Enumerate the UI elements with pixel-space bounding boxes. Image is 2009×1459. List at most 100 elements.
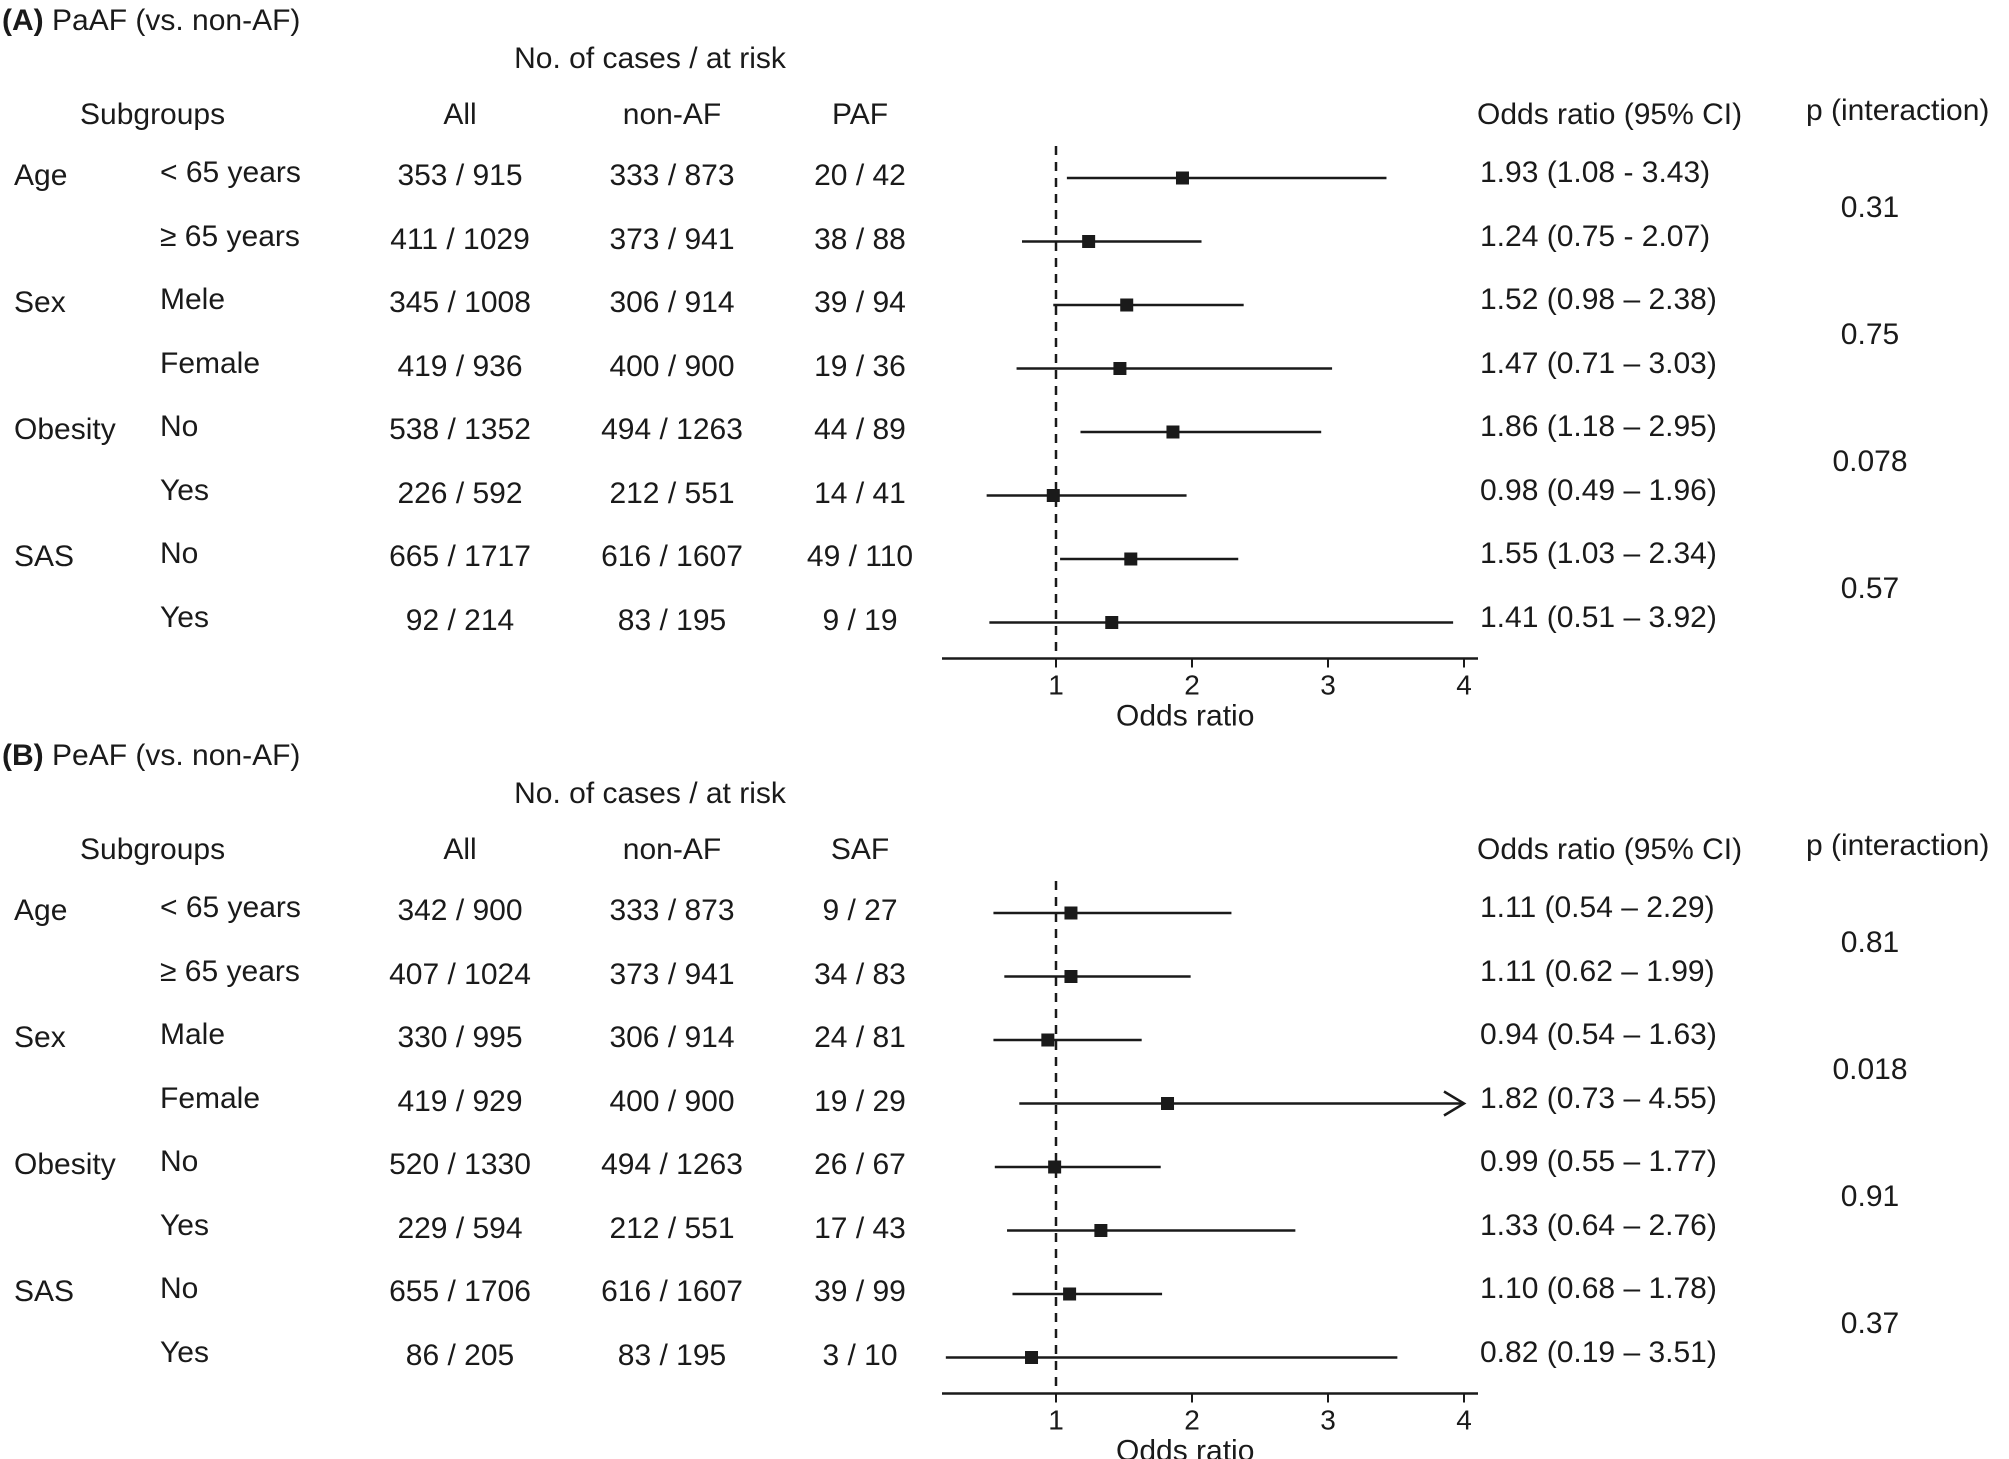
x-axis-label: Odds ratio	[1116, 700, 1254, 733]
cell-all: 330 / 995	[397, 1021, 523, 1054]
cell-all: 345 / 1008	[389, 286, 531, 319]
cell-non-af: 333 / 873	[609, 159, 735, 192]
subgroup-level: No	[160, 1272, 199, 1305]
subgroup-level: No	[160, 537, 199, 570]
cell-non-af: 306 / 914	[609, 1021, 735, 1054]
cell-af: 49 / 110	[806, 540, 914, 573]
p-interaction-value: 0.37	[1840, 1306, 1900, 1340]
subgroup-level: ≥ 65 years	[160, 954, 300, 988]
subgroup-name: Obesity	[14, 1148, 116, 1181]
subgroup-level: ≥ 65 years	[160, 219, 300, 253]
x-tick-label: 2	[1184, 1405, 1200, 1436]
cell-odds-ratio: 1.11 (0.62 – 1.99)	[1480, 954, 1715, 988]
panel-label: (A)	[2, 4, 44, 37]
col-header-p-interaction: p (interaction)	[1806, 94, 1990, 127]
subgroup-level: No	[160, 410, 199, 443]
col-header-non-af: non-AF	[622, 98, 722, 131]
x-tick-label: 3	[1320, 1405, 1336, 1436]
cell-af: 9 / 27	[822, 894, 898, 927]
p-interaction-value: 0.018	[1832, 1052, 1908, 1086]
ci-arrow	[1443, 1090, 1467, 1117]
p-interaction-value: 0.81	[1840, 925, 1900, 959]
p-interaction-value: 0.078	[1832, 444, 1908, 478]
point-estimate	[1166, 425, 1180, 439]
point-estimate	[1064, 906, 1078, 920]
cell-odds-ratio: 1.86 (1.18 – 2.95)	[1480, 410, 1717, 443]
cell-odds-ratio: 1.33 (0.64 – 2.76)	[1480, 1208, 1717, 1242]
point-estimate	[1105, 616, 1119, 629]
cell-all: 92 / 214	[405, 603, 515, 637]
cell-all: 411 / 1029	[390, 222, 530, 256]
cell-non-af: 400 / 900	[609, 1084, 735, 1118]
subgroup-level: < 65 years	[160, 891, 301, 924]
point-estimate	[1082, 235, 1096, 248]
cell-all: 655 / 1706	[389, 1275, 531, 1308]
subgroup-level: Female	[160, 1081, 261, 1115]
cell-non-af: 400 / 900	[609, 349, 735, 383]
subgroup-name: SAS	[14, 540, 75, 573]
point-estimate	[1025, 1351, 1039, 1364]
cell-af: 14 / 41	[814, 476, 906, 510]
point-estimate	[1064, 970, 1078, 983]
x-tick-label: 4	[1456, 1405, 1472, 1436]
subgroup-level: Mele	[160, 283, 226, 316]
cell-odds-ratio: 1.10 (0.68 – 1.78)	[1480, 1272, 1717, 1305]
col-header-odds-ratio: Odds ratio (95% CI)	[1477, 98, 1743, 131]
col-header-all: All	[443, 98, 477, 131]
cell-af: 39 / 94	[814, 286, 906, 319]
subgroup-level: Male	[160, 1018, 226, 1051]
p-interaction-value: 0.91	[1840, 1179, 1900, 1213]
cell-odds-ratio: 1.41 (0.51 – 3.92)	[1480, 600, 1717, 634]
cell-non-af: 333 / 873	[609, 894, 735, 927]
cell-odds-ratio: 1.47 (0.71 – 3.03)	[1480, 346, 1717, 380]
subgroup-level: Female	[160, 346, 261, 380]
cell-all: 538 / 1352	[389, 413, 531, 446]
cell-af: 38 / 88	[814, 222, 906, 256]
cell-non-af: 212 / 551	[609, 1211, 735, 1245]
cell-af: 17 / 43	[814, 1211, 906, 1245]
point-estimate	[1113, 362, 1127, 375]
cell-all: 226 / 592	[397, 476, 523, 510]
cell-af: 19 / 29	[814, 1084, 906, 1118]
x-tick-label: 1	[1048, 1405, 1064, 1436]
p-interaction-value: 0.57	[1840, 571, 1900, 605]
cell-odds-ratio: 0.82 (0.19 – 3.51)	[1480, 1335, 1717, 1369]
panel-title: (A) PaAF (vs. non-AF)	[2, 6, 300, 36]
subgroup-name: Obesity	[14, 413, 116, 446]
cell-af: 39 / 99	[814, 1275, 906, 1308]
col-header-p-interaction: p (interaction)	[1806, 829, 1990, 862]
subgroup-level: Yes	[160, 473, 209, 507]
cell-odds-ratio: 1.55 (1.03 – 2.34)	[1480, 537, 1717, 570]
point-estimate	[1120, 298, 1134, 312]
cell-odds-ratio: 1.93 (1.08 - 3.43)	[1480, 156, 1711, 189]
x-tick-label: 4	[1456, 670, 1472, 701]
cell-all: 342 / 900	[397, 894, 523, 927]
cell-all: 665 / 1717	[389, 540, 531, 573]
cell-odds-ratio: 0.98 (0.49 – 1.96)	[1480, 473, 1717, 507]
panel-label: (B)	[2, 739, 44, 772]
cell-af: 34 / 83	[814, 957, 906, 991]
x-tick-label: 2	[1184, 670, 1200, 701]
point-estimate	[1094, 1224, 1108, 1237]
subgroup-name: Age	[14, 159, 68, 192]
cases-at-risk-header: No. of cases / at risk	[514, 777, 786, 810]
cell-non-af: 616 / 1607	[601, 540, 743, 573]
cell-af: 9 / 19	[822, 603, 898, 637]
cell-non-af: 83 / 195	[617, 1338, 727, 1372]
cell-af: 24 / 81	[814, 1021, 906, 1054]
cell-all: 353 / 915	[397, 159, 523, 192]
col-header-af: SAF	[830, 833, 890, 866]
x-tick-label: 1	[1048, 670, 1064, 701]
point-estimate	[1048, 1160, 1062, 1174]
subgroup-name: Sex	[14, 1021, 66, 1054]
subgroup-level: Yes	[160, 600, 209, 634]
cell-af: 20 / 42	[814, 159, 906, 192]
cell-all: 419 / 936	[397, 349, 523, 383]
col-header-all: All	[443, 833, 477, 866]
cell-af: 3 / 10	[822, 1338, 898, 1372]
cell-af: 44 / 89	[814, 413, 906, 446]
point-estimate	[1161, 1097, 1175, 1110]
cases-at-risk-header: No. of cases / at risk	[514, 42, 786, 75]
point-estimate	[1063, 1287, 1077, 1301]
cell-non-af: 616 / 1607	[601, 1275, 743, 1308]
